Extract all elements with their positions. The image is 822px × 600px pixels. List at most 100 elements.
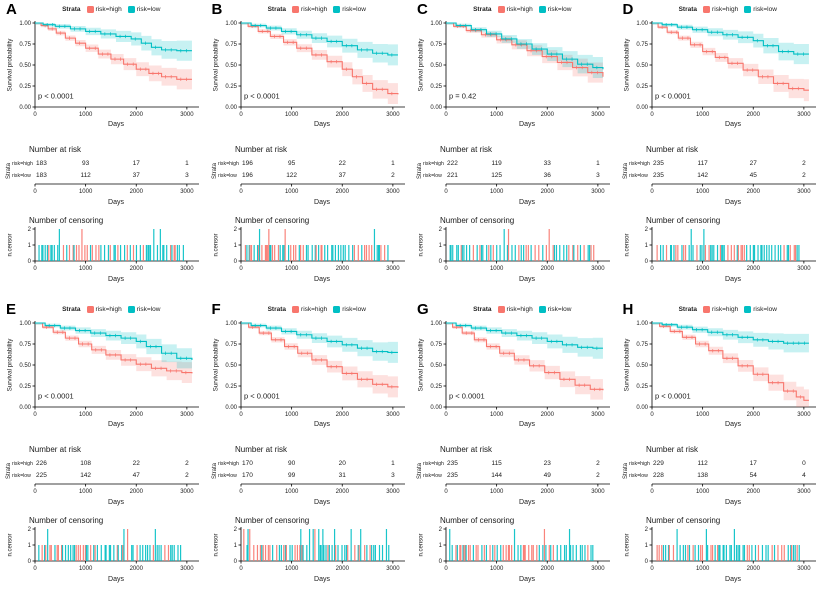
- confidence-band: [240, 23, 398, 106]
- legend-item: risk=low: [127, 5, 161, 13]
- risk-count: 3: [391, 472, 395, 479]
- km-panel: G Strata risk=high risk=low 1.00 0.75 0.50 0.…: [411, 300, 617, 600]
- legend-label: risk=low: [753, 5, 777, 13]
- x-tick-label: 2000: [541, 112, 555, 118]
- y-tick-label: 2: [233, 527, 237, 533]
- x-tick-label: 2000: [746, 489, 760, 495]
- legend-item: risk=low: [538, 305, 571, 313]
- y-tick-label: 1.00: [636, 321, 648, 327]
- strata-legend: Strata risk=high risk=low: [416, 3, 615, 15]
- panel-letter: D: [622, 1, 634, 18]
- survival-curve: [651, 322, 809, 344]
- risk-count: 2: [596, 472, 600, 479]
- legend-label: risk=low: [136, 305, 161, 313]
- x-axis-title: Days: [314, 576, 330, 583]
- survival-plot: 1.00 0.75 0.50 0.25 0.000 1000 2000 3000 Days Sur…: [623, 21, 816, 128]
- confidence-band: [651, 23, 809, 66]
- risk-count: 144: [491, 472, 502, 479]
- y-tick-label: 0.00: [19, 405, 31, 411]
- x-tick-label: 1000: [284, 412, 298, 418]
- x-tick-label: 3000: [180, 112, 194, 118]
- x-tick-label: 0: [239, 489, 243, 495]
- x-tick-label: 1000: [490, 112, 504, 118]
- risk-count: 183: [36, 172, 47, 179]
- x-tick-label: 1000: [284, 189, 298, 195]
- strata-legend: Strata risk=high risk=low: [5, 3, 204, 15]
- censor-y-axis-title: n.censor: [624, 233, 630, 256]
- confidence-band: [446, 323, 603, 360]
- y-tick-label: 0.75: [225, 342, 237, 348]
- survival-curve: [240, 322, 398, 353]
- strata-axis-label: Strata: [6, 462, 12, 479]
- x-tick-label: 1000: [695, 189, 709, 195]
- number-at-risk-table: Number at risk Strata risk=high 229 112 17 0 ri…: [623, 445, 816, 506]
- y-tick-label: 0: [28, 559, 32, 565]
- risk-count: 49: [544, 472, 552, 479]
- strata-legend: Strata risk=high risk=low: [211, 3, 410, 15]
- risk-count: 45: [749, 172, 757, 179]
- risk-count: 3: [596, 172, 600, 179]
- risk-row-label: risk=high: [423, 461, 444, 467]
- legend-item: risk=high: [497, 305, 533, 313]
- risk-count: 1: [596, 160, 600, 167]
- number-at-risk-table: Number at risk Strata risk=high 222 119 33 1 ri…: [417, 145, 610, 206]
- x-axis-title: Days: [725, 421, 741, 428]
- x-tick-label: 2000: [130, 489, 144, 495]
- risk-row-label: risk=low: [12, 473, 31, 479]
- survival-curve: [651, 22, 809, 91]
- legend-title: Strata: [62, 305, 81, 313]
- y-tick-label: 0.75: [636, 42, 648, 48]
- y-tick-label: 0.25: [430, 384, 442, 390]
- x-tick-label: 1000: [79, 189, 93, 195]
- risk-count: 37: [338, 172, 346, 179]
- y-tick-label: 0.50: [19, 63, 31, 69]
- risk-table-title: Number at risk: [646, 445, 699, 454]
- x-axis-title: Days: [314, 421, 330, 428]
- risk-count: 2: [802, 172, 806, 179]
- legend-swatch-icon: [127, 5, 135, 13]
- legend-item: risk=low: [744, 305, 777, 313]
- risk-count: 27: [749, 160, 757, 167]
- x-axis-title: Days: [725, 499, 741, 506]
- x-tick-label: 1000: [695, 266, 709, 272]
- x-axis-title: Days: [519, 576, 535, 583]
- legend-item: risk=high: [703, 5, 739, 13]
- survival-plot: 1.00 0.75 0.50 0.25 0.000 1000 2000 3000 Days Sur…: [418, 21, 610, 128]
- x-tick-label: 2000: [130, 566, 144, 572]
- y-axis-title: Survival probability: [418, 38, 425, 92]
- x-tick-label: 2000: [335, 566, 349, 572]
- x-tick-label: 0: [33, 112, 37, 118]
- y-tick-label: 1: [439, 543, 443, 549]
- legend-label: risk=high: [301, 5, 328, 13]
- legend-label: risk=high: [301, 305, 328, 313]
- y-tick-label: 1: [644, 243, 648, 249]
- censor-y-axis-title: n.censor: [624, 533, 630, 556]
- legend-item: risk=high: [86, 305, 122, 313]
- x-axis-title: Days: [314, 499, 330, 506]
- survival-plot: 1.00 0.75 0.50 0.25 0.000 1000 2000 3000 Days Sur…: [7, 21, 199, 128]
- x-tick-label: 2000: [746, 412, 760, 418]
- x-tick-label: 1000: [490, 412, 504, 418]
- risk-row-label: risk=low: [423, 473, 442, 479]
- number-at-risk-table: Number at risk Strata risk=high 235 115 23 2 ri…: [417, 445, 610, 506]
- x-tick-label: 3000: [797, 266, 811, 272]
- y-tick-label: 0.25: [636, 384, 648, 390]
- x-tick-label: 1000: [284, 566, 298, 572]
- x-tick-label: 3000: [797, 189, 811, 195]
- risk-row-label: risk=low: [218, 173, 237, 179]
- risk-count: 117: [697, 160, 708, 167]
- legend-label: risk=low: [753, 305, 777, 313]
- x-tick-label: 1000: [490, 189, 504, 195]
- confidence-band: [35, 23, 192, 63]
- x-tick-label: 3000: [180, 189, 194, 195]
- y-tick-label: 0: [233, 559, 237, 565]
- number-of-censoring-plot: Number of censoring 0 1 2 n.censor 0 1000 2000 3…: [419, 516, 610, 583]
- censor-y-axis-title: n.censor: [213, 233, 219, 256]
- x-tick-label: 2000: [541, 412, 555, 418]
- legend-label: risk=high: [712, 5, 739, 13]
- y-tick-label: 0.00: [636, 105, 648, 111]
- legend-label: risk=low: [136, 5, 161, 13]
- legend-title: Strata: [473, 305, 492, 313]
- x-tick-label: 0: [444, 566, 448, 572]
